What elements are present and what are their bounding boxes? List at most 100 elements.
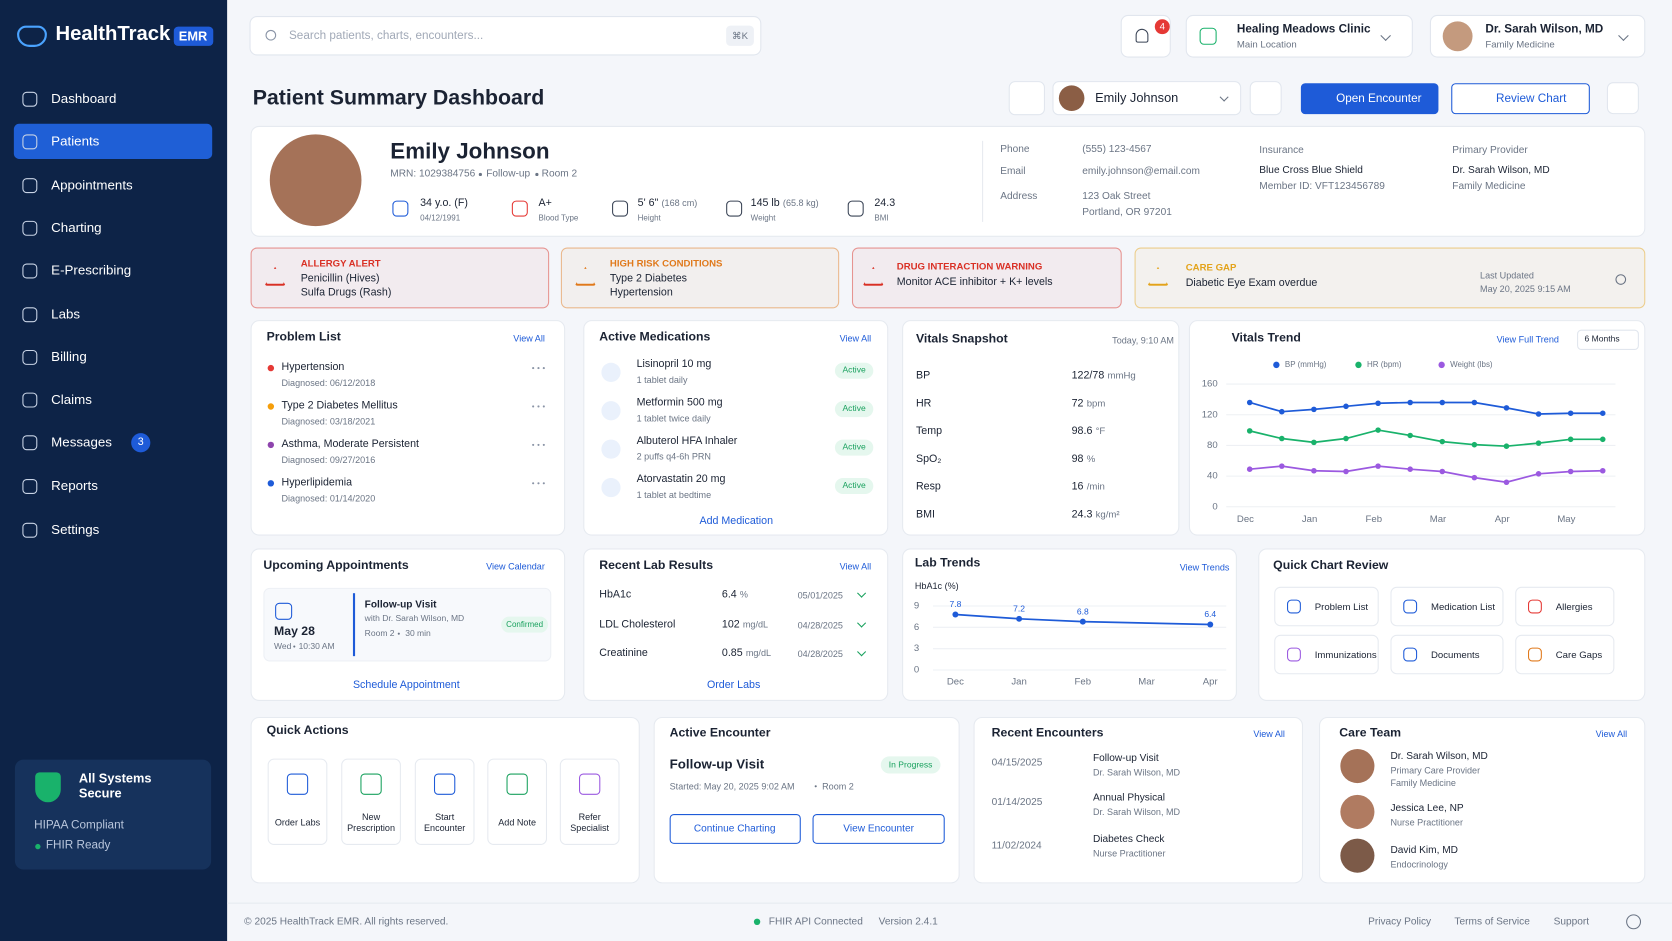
more-btn[interactable] [1606, 82, 1639, 115]
action-label[interactable]: New Prescription [347, 811, 395, 834]
action-label[interactable]: Start Encounter [423, 811, 466, 834]
view-btn[interactable] [812, 814, 945, 844]
nav-item[interactable]: Dashboard [51, 91, 117, 107]
insurance-name: Blue Cross Blue Shield [1259, 164, 1363, 177]
link[interactable]: View All [839, 332, 872, 344]
add-med[interactable]: Add Medication [699, 515, 774, 528]
review-label[interactable]: Problem List [1314, 600, 1369, 612]
nav-item[interactable]: E-Prescribing [51, 263, 132, 279]
vital-value: 72 bpm [1071, 397, 1106, 410]
link[interactable]: View All [513, 332, 545, 344]
more-dot [542, 405, 545, 408]
review-tile[interactable] [1515, 634, 1615, 675]
review-tile[interactable] [1274, 586, 1379, 627]
api-dot [753, 918, 761, 926]
nav-item[interactable]: Labs [51, 306, 81, 322]
open-encounter-btn[interactable] [1300, 83, 1439, 115]
patient-card [250, 125, 1646, 237]
action-tile[interactable] [559, 758, 620, 845]
link[interactable]: View All [839, 561, 872, 572]
more-dot [542, 443, 545, 446]
review-label[interactable]: Documents [1430, 648, 1480, 660]
footer-link[interactable]: Privacy Policy [1368, 915, 1432, 928]
appt-time: 10:30 AM [298, 641, 335, 652]
order-labs[interactable]: Order Labs [706, 679, 761, 692]
continue[interactable]: Continue Charting [693, 822, 776, 835]
provider-name: Dr. Sarah Wilson, MD [1452, 164, 1550, 177]
continue-btn[interactable] [669, 814, 801, 844]
review-tile[interactable] [1390, 634, 1504, 675]
review-chart-btn[interactable] [1451, 83, 1590, 115]
room: Room 2 [541, 167, 578, 180]
nav-item[interactable]: Settings [51, 522, 100, 538]
med-dose: 1 tablet at bedtime [636, 489, 712, 501]
fhir: FHIR Ready [45, 839, 111, 852]
lab-name: Creatinine [599, 647, 648, 660]
card-title: Active Encounter [669, 726, 771, 740]
stat-sub: (65.8 kg) [782, 197, 819, 209]
encounter-room: Room 2 [822, 780, 854, 792]
appt-title: Follow-up Visit [364, 598, 437, 611]
insurance-member: Member ID: VFT123456789 [1259, 180, 1385, 193]
nav-item[interactable]: Reports [51, 478, 98, 494]
link[interactable]: View All [1595, 728, 1628, 740]
action-tile[interactable] [414, 758, 475, 845]
action-tile[interactable] [267, 758, 328, 845]
nav-badge [131, 433, 151, 453]
search-icon [265, 29, 277, 41]
prev-btn[interactable] [1008, 81, 1045, 116]
nav-item[interactable]: Claims [51, 392, 92, 408]
review-label[interactable]: Immunizations [1314, 648, 1377, 660]
link[interactable]: View Full Trend [1496, 333, 1559, 345]
nav-item[interactable]: Messages [51, 434, 112, 450]
link[interactable]: View Trends [1179, 562, 1230, 573]
refresh [1615, 274, 1627, 285]
lab-value: 102 mg/dL [721, 618, 769, 631]
open-encounter[interactable]: Open Encounter [1336, 92, 1422, 105]
nav-item[interactable]: Charting [51, 220, 102, 236]
icon [22, 392, 38, 408]
vitals-time: Today, 9:10 AM [1112, 334, 1174, 346]
encounter-status: In Progress [888, 759, 933, 770]
vital-label: BMI [915, 508, 935, 521]
lab-name: LDL Cholesterol [599, 618, 676, 631]
clinic-box[interactable] [1185, 14, 1413, 58]
review-tile[interactable] [1274, 634, 1379, 675]
action-label[interactable]: Order Labs [274, 817, 321, 828]
action-tile[interactable] [487, 758, 548, 845]
action-label[interactable]: Refer Specialist [570, 811, 610, 834]
bell-box[interactable] [1120, 14, 1171, 58]
nav-item[interactable]: Billing [51, 349, 87, 365]
schedule[interactable]: Schedule Appointment [352, 679, 460, 692]
nav-item[interactable]: Appointments [51, 177, 133, 193]
action-label[interactable]: Add Note [498, 817, 537, 828]
review-tile[interactable] [1390, 586, 1504, 627]
vital-label: Temp [915, 425, 943, 438]
vital-value: 16/min [1071, 481, 1105, 493]
review-chart[interactable]: Review Chart [1496, 92, 1567, 105]
icon [1402, 647, 1417, 662]
link[interactable]: View All [1253, 728, 1285, 740]
review-label[interactable]: Allergies [1555, 600, 1593, 612]
nav-item[interactable]: Patients [51, 134, 100, 150]
footer-link[interactable]: Terms of Service [1454, 915, 1530, 928]
link[interactable]: View Calendar [486, 561, 545, 572]
vital-unit: % [1086, 453, 1096, 465]
problem-dot [267, 441, 275, 449]
member-role: Primary Care Provider [1390, 764, 1481, 776]
range-select[interactable] [1577, 329, 1639, 350]
icon [22, 522, 38, 538]
next-btn[interactable] [1249, 81, 1282, 116]
review-tile[interactable] [1515, 586, 1615, 627]
notif-count: 4 [1159, 20, 1165, 32]
footer-link[interactable]: Support [1553, 915, 1590, 928]
encounter-date: 01/14/2025 [991, 796, 1043, 808]
search-box[interactable] [249, 16, 762, 56]
lab-unit: mg/dL [742, 618, 769, 630]
review-label[interactable]: Medication List [1430, 600, 1495, 612]
action-tile[interactable] [341, 758, 401, 845]
icon [725, 200, 742, 217]
review-label[interactable]: Care Gaps [1555, 648, 1603, 660]
view-encounter[interactable]: View Encounter [843, 822, 915, 835]
